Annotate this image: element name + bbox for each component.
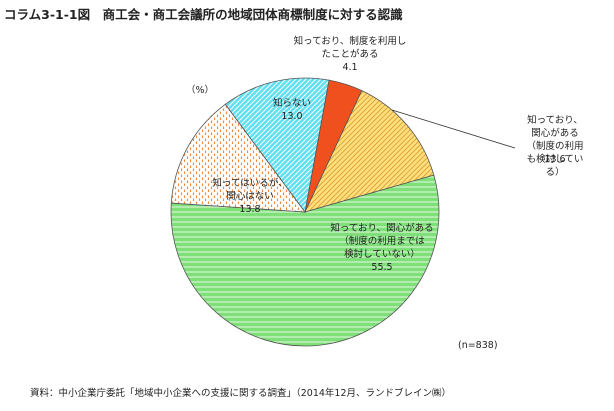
slice-label: 知ってはいるが、 関心はない — [212, 178, 288, 202]
value-label: 55.5 — [371, 262, 393, 273]
pie-slice — [224, 77, 330, 213]
value-label: 13.0 — [281, 111, 303, 122]
source-note: 資料：中小企業庁委託「地域中小企業への支援に関する調査」（2014年12月、ラン… — [30, 388, 452, 399]
slice-label: 知っており、制度を利用し たことがある — [293, 36, 407, 60]
chart-title: コラム3-1-1図 商工会・商工会議所の地域団体商標制度に対する認識 — [4, 7, 403, 22]
leader-line — [391, 109, 516, 149]
slice-label: 知っており、関心がある （制度の利用までは 検討していない） — [330, 223, 434, 260]
sample-note: (n=838) — [458, 340, 498, 351]
value-label: 13.6 — [544, 154, 566, 165]
slice-label: 知っており、関心がある （制度の利用も検討してい る） — [526, 115, 584, 178]
value-label: 13.8 — [239, 204, 261, 215]
slice-label: 知らない — [272, 98, 312, 109]
value-label: 4.1 — [342, 62, 358, 73]
unit-label: （%） — [186, 85, 215, 96]
pie-slice — [170, 103, 306, 213]
pie-slice — [170, 174, 440, 347]
pie-slice — [304, 90, 435, 213]
